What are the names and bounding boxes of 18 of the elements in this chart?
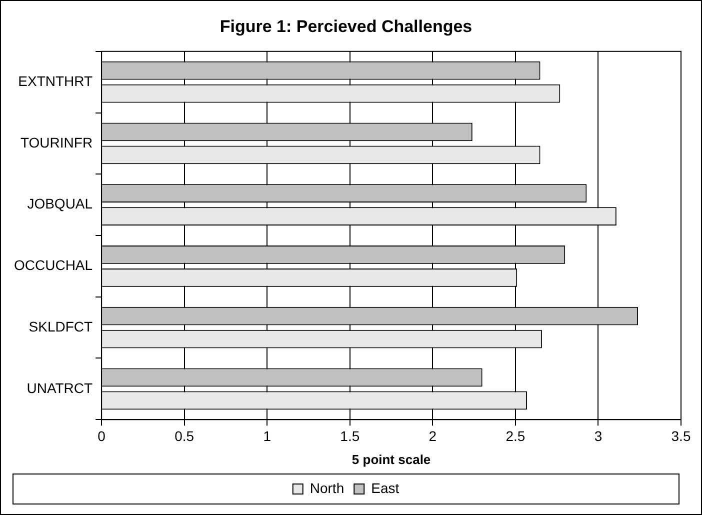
legend-label: North — [310, 480, 344, 496]
x-tick-label: 2.5 — [506, 428, 526, 444]
y-tick-label: OCCUCHAL — [14, 257, 93, 274]
x-tick-label: 1 — [263, 428, 272, 444]
x-tick-label: 3 — [594, 428, 602, 444]
x-tick-label: 0.5 — [174, 428, 194, 444]
y-tick-label: EXTNTHRT — [18, 72, 93, 89]
chart-title: Figure 1: Percieved Challenges — [220, 16, 472, 36]
legend-label: East — [371, 480, 400, 496]
x-tick-label: 3.5 — [671, 428, 691, 444]
x-axis-title: 5 point scale — [352, 452, 431, 467]
y-tick-label: SKLDFCT — [28, 318, 94, 334]
y-tick-label: UNATRCT — [26, 380, 94, 396]
x-tick-label: 2 — [428, 428, 437, 444]
y-tick-label: TOURINFR — [20, 134, 93, 150]
x-tick-label: 0 — [98, 428, 106, 444]
y-tick-label: JOBQUAL — [27, 196, 93, 212]
x-tick-label: 1.5 — [340, 428, 360, 444]
